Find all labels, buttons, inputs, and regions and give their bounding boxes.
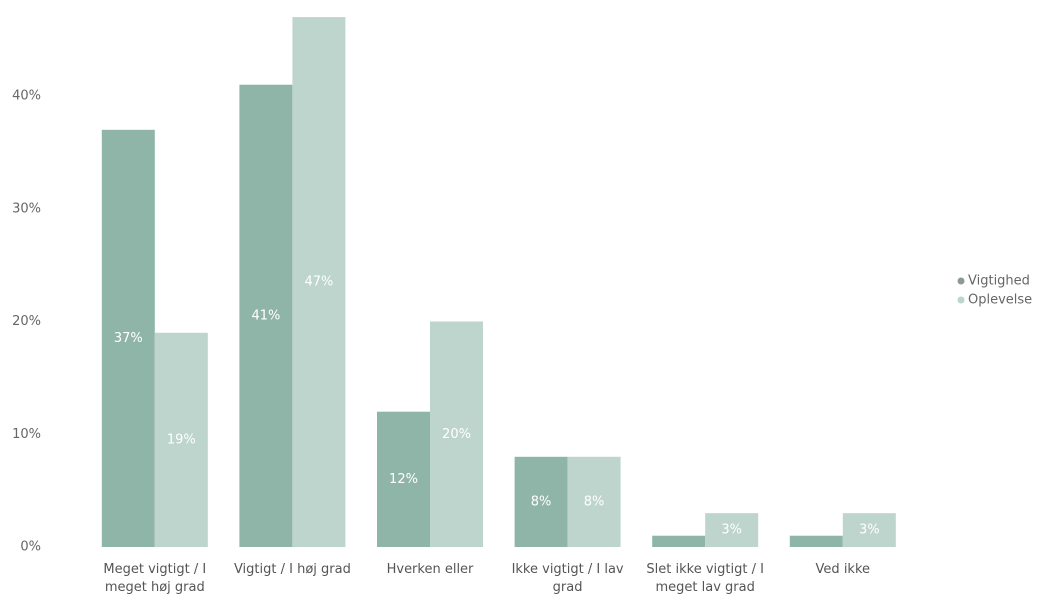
- x-tick-label: Slet ikke vigtigt / I meget lav grad: [646, 562, 764, 595]
- bar: [292, 17, 346, 547]
- bar: [567, 456, 621, 547]
- x-tick-label: Ved ikke: [815, 562, 871, 577]
- bar: [705, 513, 759, 547]
- data-label: 19%: [167, 432, 196, 447]
- bar: [377, 411, 430, 547]
- data-label: 41%: [251, 308, 280, 323]
- data-label: 8%: [531, 494, 552, 509]
- bar: [842, 513, 896, 547]
- bar: [789, 535, 843, 547]
- data-label: 37%: [114, 331, 143, 346]
- data-label: 47%: [304, 275, 333, 290]
- y-tick-label: 40%: [12, 89, 41, 104]
- x-tick-label: Vigtigt / I høj grad: [233, 562, 351, 577]
- bar: [430, 321, 483, 547]
- data-label: 3%: [721, 523, 742, 538]
- bar: [652, 535, 706, 547]
- data-label: 12%: [389, 472, 418, 487]
- data-label: 20%: [442, 427, 471, 442]
- legend-marker: [957, 296, 965, 304]
- data-label: 8%: [584, 494, 605, 509]
- bar: [101, 129, 155, 547]
- bar: [514, 456, 568, 547]
- bar: [239, 84, 293, 547]
- bar: [154, 332, 208, 547]
- y-tick-label: 10%: [12, 427, 41, 442]
- legend-marker: [957, 277, 965, 285]
- legend-label: Vigtighed: [968, 274, 1030, 289]
- legend-label: Oplevelse: [968, 293, 1032, 308]
- x-tick-label: Ikke vigtigt / I lav grad: [511, 562, 624, 595]
- data-label: 3%: [859, 523, 880, 538]
- y-tick-label: 0%: [20, 540, 41, 555]
- x-tick-label: Meget vigtigt / I meget høj grad: [103, 562, 207, 595]
- y-tick-label: 30%: [12, 201, 41, 216]
- x-tick-label: Hverken eller: [386, 562, 474, 577]
- y-tick-label: 20%: [12, 314, 41, 329]
